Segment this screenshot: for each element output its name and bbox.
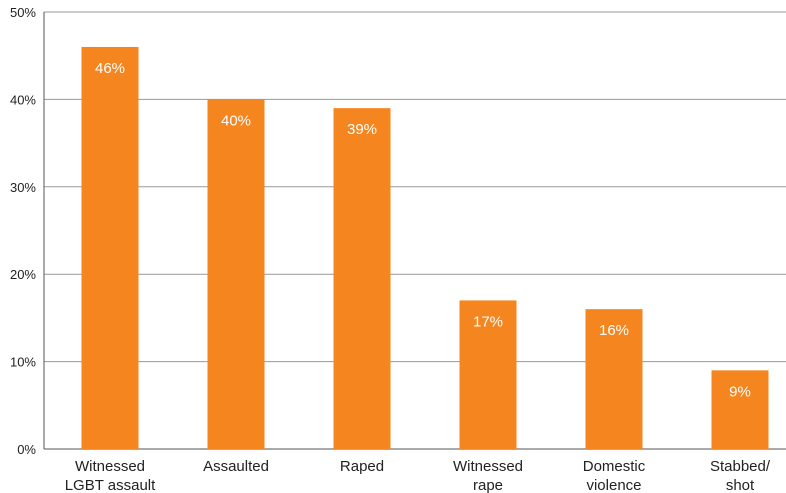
- data-label-1: 40%: [221, 112, 251, 129]
- bars: [81, 46, 769, 450]
- y-tick-labels: 0% 10% 20% 30% 40% 50%: [10, 5, 36, 457]
- bar-1: [207, 99, 265, 450]
- x-category-label-1-line-0: Assaulted: [203, 458, 269, 475]
- x-category-labels: Witnessed LGBT assault Assaulted Raped Witne…: [65, 458, 771, 493]
- x-category-label-4-line-1: violence: [586, 477, 641, 493]
- x-category-label-4-line-0: Domestic: [583, 458, 646, 475]
- data-label-3: 17%: [473, 313, 503, 330]
- x-category-label-0-line-1: LGBT assault: [65, 477, 156, 493]
- data-label-2: 39%: [347, 121, 377, 138]
- data-label-0: 46%: [95, 60, 125, 77]
- x-category-label-0: Witnessed LGBT assault: [65, 458, 156, 493]
- x-category-label-1: Assaulted: [203, 458, 269, 475]
- y-tick-label-30: 30%: [10, 180, 36, 195]
- data-label-5: 9%: [729, 383, 751, 400]
- x-category-label-5-line-0: Stabbed/: [710, 458, 771, 475]
- data-label-4: 16%: [599, 322, 629, 339]
- bar-5: [711, 370, 769, 449]
- x-category-label-3: Witnessed rape: [453, 458, 523, 493]
- x-category-label-5: Stabbed/shot: [710, 458, 771, 493]
- axes: [43, 12, 786, 450]
- x-category-label-2-line-0: Raped: [340, 458, 384, 475]
- data-labels: 46% 40% 39% 17% 16% 9%: [95, 60, 751, 400]
- x-category-label-2: Raped: [340, 458, 384, 475]
- bar-0: [81, 46, 139, 450]
- y-tick-label-50: 50%: [10, 5, 36, 20]
- bar-3: [459, 300, 517, 449]
- x-category-label-4: Domestic violence: [583, 458, 646, 493]
- y-tick-label-10: 10%: [10, 355, 36, 370]
- x-category-label-5-line-1: shot: [726, 477, 755, 493]
- y-tick-label-40: 40%: [10, 92, 36, 107]
- x-category-label-3-line-1: rape: [473, 477, 503, 493]
- gridlines: [44, 11, 786, 363]
- bar-4: [585, 309, 643, 449]
- y-tick-label-0: 0%: [17, 442, 36, 457]
- y-tick-label-20: 20%: [10, 267, 36, 282]
- x-category-label-0-line-0: Witnessed: [75, 458, 145, 475]
- x-category-label-3-line-0: Witnessed: [453, 458, 523, 475]
- bar-2: [333, 108, 391, 449]
